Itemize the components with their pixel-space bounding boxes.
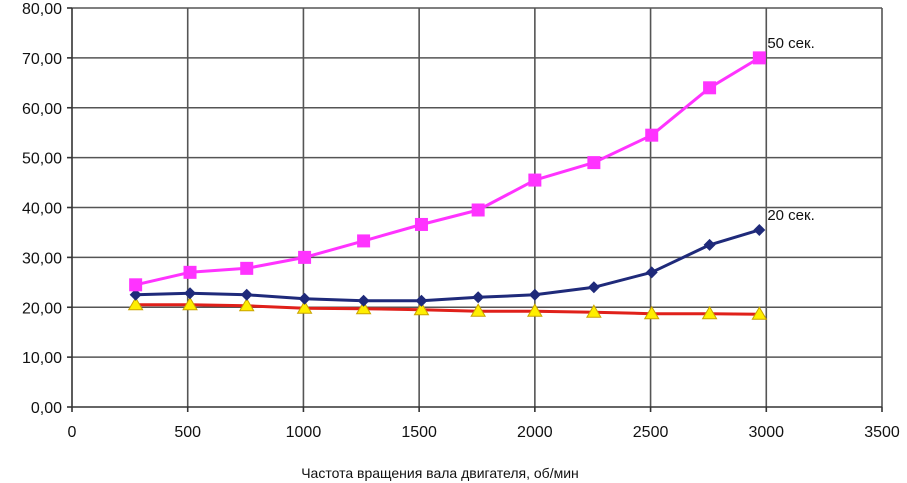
- data-point: [183, 265, 197, 279]
- data-point: [586, 304, 602, 318]
- data-point: [129, 278, 143, 292]
- y-axis-ticks: 0,00 10,00 20,00 30,00 40,00 50,00 60,00 70,00 8…: [22, 1, 62, 417]
- data-point: [528, 173, 542, 187]
- data-point: [645, 128, 659, 142]
- axes: [67, 7, 883, 412]
- x-tick-label: 500: [174, 424, 201, 441]
- x-axis-label: Частота вращения вала двигателя, об/мин: [301, 465, 579, 481]
- series-label-1: 50 сек.: [767, 35, 814, 52]
- data-point: [703, 81, 717, 95]
- series-labels: 50 сек. 20 сек.: [767, 35, 814, 224]
- x-tick-label: 0: [68, 424, 77, 441]
- data-point: [296, 300, 313, 314]
- data-point: [240, 261, 254, 275]
- data-point: [471, 203, 485, 217]
- data-point: [298, 250, 312, 264]
- x-tick-label: 2500: [633, 424, 669, 441]
- data-point: [413, 301, 430, 316]
- data-point: [298, 292, 311, 305]
- series-line: [135, 56, 761, 287]
- data-point: [415, 294, 428, 307]
- x-tick-label: 1500: [401, 424, 437, 441]
- series-label-2: 20 сек.: [767, 207, 814, 224]
- x-tick-label: 3500: [864, 424, 900, 441]
- data-point: [184, 287, 197, 300]
- data-point: [753, 223, 766, 236]
- data-point: [472, 291, 485, 304]
- data-point: [587, 281, 600, 294]
- series-1: [129, 51, 766, 292]
- data-point: [414, 217, 428, 231]
- series-line: [135, 228, 760, 303]
- data-point: [643, 305, 660, 320]
- data-point: [355, 300, 372, 315]
- data-point: [127, 296, 144, 311]
- series-line: [135, 303, 760, 316]
- series-3: [127, 296, 768, 320]
- data-point: [528, 288, 541, 301]
- y-tick-label: 0,00: [31, 400, 62, 417]
- y-tick-label: 80,00: [22, 1, 62, 18]
- y-tick-label: 60,00: [22, 101, 62, 118]
- data-point: [701, 305, 718, 320]
- data-point: [129, 288, 142, 301]
- data-point: [703, 238, 716, 251]
- y-tick-label: 40,00: [22, 201, 62, 218]
- data-point: [238, 297, 255, 312]
- data-point: [645, 266, 658, 279]
- y-tick-label: 30,00: [22, 250, 62, 267]
- y-tick-label: 10,00: [22, 350, 62, 367]
- x-tick-label: 2000: [517, 424, 553, 441]
- data-point: [526, 303, 543, 317]
- data-point: [470, 303, 487, 317]
- y-tick-label: 70,00: [22, 51, 62, 68]
- x-tick-label: 3000: [748, 424, 784, 441]
- data-point: [752, 51, 766, 65]
- x-tick-label: 1000: [286, 424, 322, 441]
- y-tick-label: 50,00: [22, 151, 62, 168]
- y-tick-label: 20,00: [22, 300, 62, 317]
- grid: [72, 7, 883, 407]
- x-axis-ticks: 0 500 1000 1500 2000 2500 3000 3500: [68, 424, 900, 441]
- data-point: [182, 296, 198, 311]
- data-point: [357, 294, 370, 307]
- series-2: [129, 223, 766, 307]
- data-point: [751, 306, 768, 320]
- series: [127, 51, 768, 320]
- data-point: [587, 156, 601, 170]
- data-point: [240, 288, 253, 301]
- data-point: [357, 234, 371, 248]
